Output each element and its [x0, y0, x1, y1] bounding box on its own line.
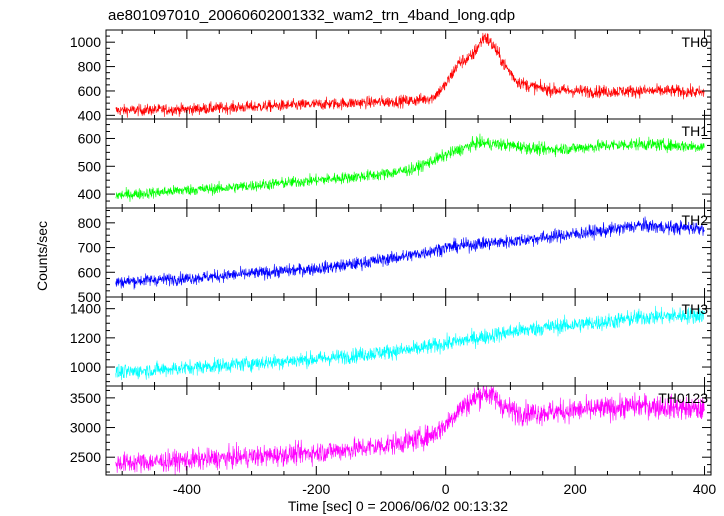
panel-th2: 500 600 700 800 TH2 — [78, 207, 712, 305]
panel-th0: 400 600 800 1000 TH0 — [70, 29, 712, 123]
panel-frame-th1 — [105, 118, 712, 209]
x-tick-label--200: -200 — [302, 481, 330, 497]
panel-label-th1: TH1 — [682, 123, 709, 139]
y-tick-label-th2-500: 500 — [78, 289, 102, 305]
series-line-th1 — [115, 133, 705, 202]
series-line-th2 — [115, 216, 705, 290]
series-line-th0 — [115, 32, 705, 118]
y-tick-label-th0-400: 400 — [78, 107, 102, 123]
series-line-th0123 — [115, 386, 705, 475]
y-tick-label-th0-800: 800 — [78, 59, 102, 75]
y-tick-label-th0-1000: 1000 — [70, 34, 101, 50]
y-tick-label-th0-600: 600 — [78, 83, 102, 99]
y-tick-label-th0123-2500: 2500 — [70, 449, 101, 465]
y-tick-label-th1-400: 400 — [78, 186, 102, 202]
x-tick-label-200: 200 — [563, 481, 587, 497]
y-axis-label: Counts/sec — [34, 221, 50, 291]
y-tick-label-th3-1200: 1200 — [70, 330, 101, 346]
y-tick-label-th3-1400: 1400 — [70, 301, 101, 317]
y-tick-label-th0123-3500: 3500 — [70, 390, 101, 406]
y-tick-label-th0123-3000: 3000 — [70, 420, 101, 436]
y-tick-label-th1-600: 600 — [78, 130, 102, 146]
panels-group: 400 600 800 1000 TH0 400 500 600 TH1 500 600 700 800… — [70, 29, 717, 497]
y-tick-label-th2-700: 700 — [78, 240, 102, 256]
series-line-th3 — [115, 305, 705, 381]
chart-title: ae801097010_20060602001332_wam2_trn_4ban… — [108, 7, 515, 24]
y-tick-label-th2-600: 600 — [78, 264, 102, 280]
panel-label-th3: TH3 — [682, 301, 709, 317]
y-tick-label-th1-500: 500 — [78, 158, 102, 174]
panel-label-th0: TH0 — [682, 34, 709, 50]
panel-frame-th0123 — [105, 385, 712, 476]
x-tick-label--400: -400 — [173, 481, 201, 497]
x-tick-label-0: 0 — [442, 481, 450, 497]
y-tick-label-th3-1000: 1000 — [70, 359, 101, 375]
panel-th3: 1000 1200 1400 TH3 — [70, 296, 712, 387]
panel-label-th0123: TH0123 — [658, 390, 708, 406]
panel-th1: 400 500 600 TH1 — [78, 118, 712, 209]
panel-th0123: 2500 3000 3500 TH0123 — [70, 385, 712, 476]
x-tick-label-400: 400 — [693, 481, 717, 497]
panel-label-th2: TH2 — [682, 212, 709, 228]
x-axis-label: Time [sec] 0 = 2006/06/02 00:13:32 — [288, 498, 508, 514]
y-tick-label-th2-800: 800 — [78, 215, 102, 231]
panel-frame-th3 — [105, 296, 712, 387]
